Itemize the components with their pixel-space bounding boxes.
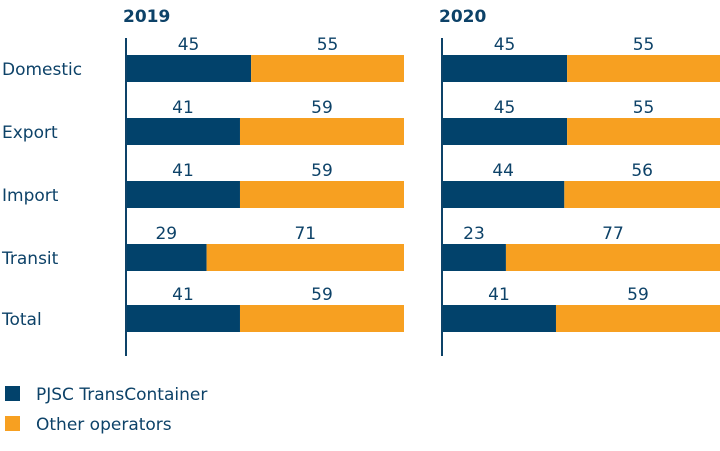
panel-title: 2019 <box>123 7 170 27</box>
category-label: Transit <box>1 249 59 269</box>
bar-segment-transcontainer <box>126 118 240 145</box>
category-label: Total <box>1 310 42 330</box>
data-label: 23 <box>463 224 485 244</box>
data-label: 41 <box>172 98 194 118</box>
bar-segment-transcontainer <box>442 55 568 82</box>
bar-segment-transcontainer <box>442 244 506 271</box>
data-label: 41 <box>172 161 194 181</box>
bar-segment-other <box>564 181 720 208</box>
data-label: 55 <box>633 98 655 118</box>
bar-segment-other <box>567 118 720 145</box>
data-label: 55 <box>633 35 655 55</box>
data-label: 59 <box>627 285 649 305</box>
data-label: 77 <box>602 224 624 244</box>
bar-segment-other <box>206 244 404 271</box>
data-label: 59 <box>311 161 333 181</box>
data-label: 45 <box>494 35 516 55</box>
category-label: Import <box>2 186 59 206</box>
bar-segment-transcontainer <box>126 305 240 332</box>
legend-swatch <box>5 386 20 401</box>
bar-segment-transcontainer <box>126 181 240 208</box>
bar-segment-other <box>239 181 404 208</box>
data-label: 45 <box>178 35 200 55</box>
data-label: 41 <box>172 285 194 305</box>
data-label: 45 <box>494 98 516 118</box>
bar-segment-transcontainer <box>126 55 252 82</box>
data-label: 44 <box>492 161 514 181</box>
bar-segment-other <box>239 305 404 332</box>
legend-label: Other operators <box>36 415 172 435</box>
data-label: 71 <box>294 224 316 244</box>
bar-segment-other <box>567 55 720 82</box>
data-label: 56 <box>631 161 653 181</box>
data-label: 59 <box>311 98 333 118</box>
legend-swatch <box>5 416 20 431</box>
data-label: 55 <box>317 35 339 55</box>
data-label: 41 <box>488 285 510 305</box>
category-label: Domestic <box>2 60 82 80</box>
bar-segment-transcontainer <box>442 181 565 208</box>
bar-segment-other <box>251 55 404 82</box>
panel-title: 2020 <box>439 7 486 27</box>
bar-segment-other <box>505 244 720 271</box>
bar-segment-other <box>555 305 720 332</box>
bar-segment-transcontainer <box>126 244 207 271</box>
bar-segment-transcontainer <box>442 118 568 145</box>
bar-segment-transcontainer <box>442 305 556 332</box>
category-label: Export <box>2 123 58 143</box>
data-label: 29 <box>155 224 177 244</box>
data-label: 59 <box>311 285 333 305</box>
bar-segment-other <box>239 118 404 145</box>
legend-label: PJSC TransContainer <box>36 385 207 405</box>
